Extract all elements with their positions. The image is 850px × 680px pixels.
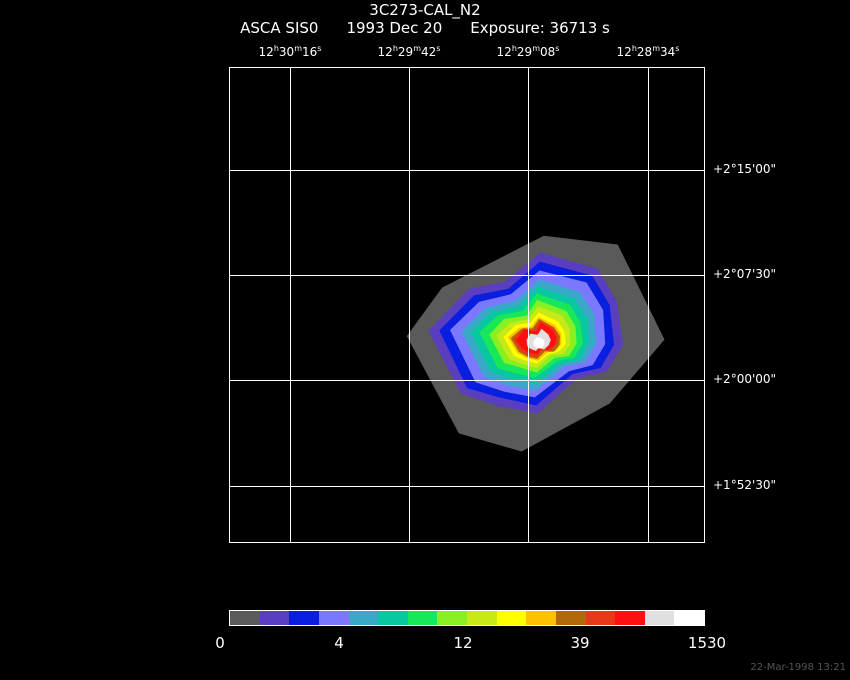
colorbar-label: 39: [570, 634, 590, 652]
colorbar-label: 4: [334, 634, 344, 652]
ra-tick-label: 12h29m08s: [496, 44, 560, 59]
colorbar-swatch: [378, 611, 408, 625]
instrument-label: ASCA SIS0: [240, 19, 319, 37]
ra-gridline: [528, 68, 529, 542]
dec-tick-label: +2°07'30": [713, 267, 777, 281]
observation-info: ASCA SIS0 1993 Dec 20 Exposure: 36713 s: [0, 19, 850, 37]
ra-tick-label: 12h29m42s: [377, 44, 441, 59]
colorbar-swatch: [496, 611, 527, 625]
timestamp: 22-Mar-1998 13:21: [750, 662, 846, 673]
ra-tick-label: 12h30m16s: [258, 44, 322, 59]
colorbar-label: 0: [215, 634, 225, 652]
sky-image-panel: [229, 67, 705, 543]
contour-15: [533, 337, 545, 349]
exposure-label: Exposure: 36713 s: [470, 19, 610, 37]
colorbar-swatch: [585, 611, 616, 625]
colorbar-swatch: [407, 611, 438, 625]
colorbar-swatch: [467, 611, 497, 625]
colorbar-swatch: [437, 611, 467, 625]
xray-image: [406, 228, 665, 458]
colorbar-label: 12: [453, 634, 473, 652]
colorbar-label: 1530: [687, 634, 727, 652]
object-title: 3C273-CAL_N2: [369, 1, 481, 19]
dec-gridline: [230, 380, 704, 381]
colorbar-swatch: [259, 611, 290, 625]
dec-tick-label: +1°52'30": [713, 478, 777, 492]
colorbar-swatch: [644, 611, 675, 625]
colorbar-swatch: [674, 611, 704, 625]
colorbar-swatch: [289, 611, 319, 625]
colorbar-swatch: [615, 611, 645, 625]
dec-tick-label: +2°15'00": [713, 162, 777, 176]
dec-tick-label: +2°00'00": [713, 372, 777, 386]
colorbar-swatch: [555, 611, 586, 625]
dec-gridline: [230, 170, 704, 171]
colorbar: [229, 610, 705, 626]
ra-gridline: [648, 68, 649, 542]
colorbar-swatch: [230, 611, 260, 625]
dec-gridline: [230, 275, 704, 276]
dec-gridline: [230, 486, 704, 487]
ra-gridline: [290, 68, 291, 542]
colorbar-swatch: [348, 611, 379, 625]
colorbar-swatch: [526, 611, 556, 625]
date-label: 1993 Dec 20: [346, 19, 443, 37]
ra-gridline: [409, 68, 410, 542]
ra-tick-label: 12h28m34s: [616, 44, 680, 59]
colorbar-swatch: [318, 611, 349, 625]
